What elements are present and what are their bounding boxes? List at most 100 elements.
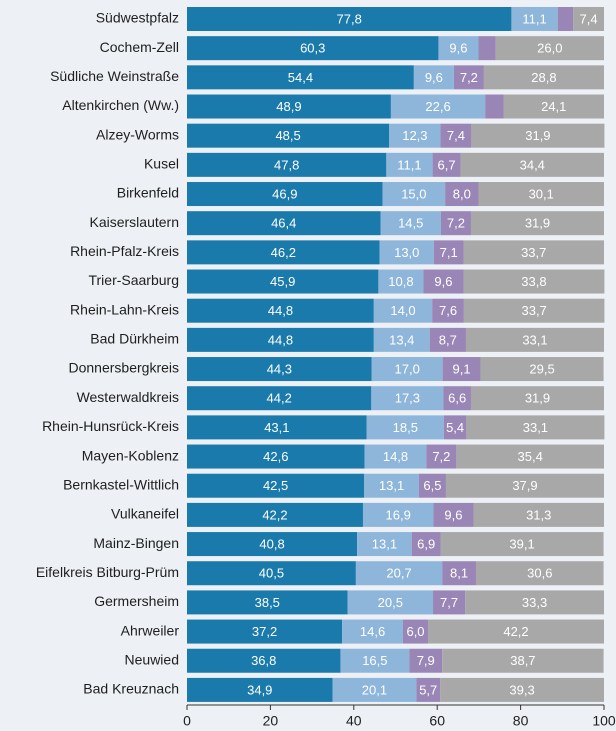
bar-segment (187, 648, 341, 673)
bar-segment (428, 619, 604, 644)
bar-segment (463, 269, 605, 294)
value-label: 20,5 (378, 595, 403, 610)
bar-segment (187, 386, 372, 411)
value-label: 37,9 (512, 478, 537, 493)
value-label: 48,9 (276, 99, 301, 114)
value-label: 42,2 (262, 507, 287, 522)
category-label: Alzey-Worms (96, 126, 179, 142)
bar-segment (442, 648, 604, 673)
category-label: Kusel (144, 156, 179, 172)
bar-segment (187, 677, 333, 702)
bar-segment (475, 561, 604, 586)
category-label: Kaiserslautern (90, 214, 180, 230)
bar-segment (187, 590, 348, 615)
value-label: 77,8 (337, 11, 362, 26)
category-label: Ahrweiler (121, 622, 180, 638)
bar-segment (187, 240, 380, 265)
bar-segment (380, 211, 441, 236)
bar-segment (440, 123, 472, 148)
category-label: Germersheim (94, 593, 179, 609)
bar-segment (470, 211, 604, 236)
value-label: 33,1 (523, 420, 548, 435)
category-label: Rhein-Lahn-Kreis (70, 301, 179, 317)
bar-segment (503, 94, 604, 119)
bar-segment (357, 532, 412, 557)
value-label: 20,1 (362, 682, 387, 697)
bar-segment (362, 502, 434, 527)
value-label: 18,5 (393, 420, 418, 435)
bar-segment (483, 65, 604, 90)
value-label: 44,8 (268, 303, 293, 318)
bar-segment (342, 619, 404, 644)
value-label: 7,2 (460, 70, 478, 85)
value-label: 46,9 (272, 186, 297, 201)
bar-segment (440, 532, 604, 557)
bar-segment (187, 36, 439, 61)
value-label: 45,9 (270, 274, 295, 289)
value-label: 42,2 (503, 624, 528, 639)
value-label: 9,6 (425, 70, 443, 85)
bar-segment (340, 648, 410, 673)
value-label: 7,2 (432, 449, 450, 464)
value-label: 29,5 (529, 361, 554, 376)
bar-segment (332, 677, 417, 702)
bar-segment (423, 269, 464, 294)
value-label: 38,7 (510, 653, 535, 668)
bar-segment (373, 298, 433, 323)
value-label: 33,7 (521, 303, 546, 318)
bar-segment (187, 94, 391, 119)
x-tick-label: 0 (183, 713, 191, 729)
bar-segment (432, 298, 464, 323)
bar-segment (373, 327, 430, 352)
value-label: 22,6 (425, 99, 450, 114)
bar-segment (413, 65, 454, 90)
value-label: 14,0 (390, 303, 415, 318)
value-label: 6,9 (417, 536, 435, 551)
bar-segment (440, 677, 604, 702)
value-label: 35,4 (518, 449, 543, 464)
value-label: 14,5 (398, 216, 423, 231)
bar-segment (416, 677, 441, 702)
value-label: 16,9 (386, 507, 411, 522)
value-label: 16,5 (362, 653, 387, 668)
bar-segment (433, 590, 466, 615)
bar-segment (438, 36, 479, 61)
value-label: 7,2 (447, 216, 465, 231)
bar-segment (573, 7, 604, 31)
value-label: 43,1 (264, 420, 289, 435)
bar-segment (187, 298, 374, 323)
value-label: 13,0 (394, 245, 419, 260)
value-label: 8,7 (439, 332, 457, 347)
bar-segment (409, 648, 443, 673)
bar-segment (478, 36, 496, 61)
bar-segment (187, 269, 379, 294)
bar-segment (187, 357, 372, 382)
bar-segment (432, 152, 461, 177)
bar-segment (382, 182, 446, 207)
category-label: Trier-Saarburg (88, 272, 179, 288)
value-label: 30,6 (527, 566, 552, 581)
value-label: 31,9 (525, 216, 550, 231)
value-label: 6,0 (406, 624, 424, 639)
value-label: 44,3 (267, 361, 292, 376)
value-label: 31,3 (526, 507, 551, 522)
bar-segment (386, 152, 433, 177)
value-label: 33,8 (521, 274, 546, 289)
bar-segment (511, 7, 558, 31)
bar-segment (426, 444, 457, 469)
value-label: 20,7 (386, 566, 411, 581)
value-label: 6,6 (448, 391, 466, 406)
value-label: 47,8 (274, 157, 299, 172)
value-label: 48,5 (275, 128, 300, 143)
value-label: 33,1 (522, 332, 547, 347)
category-label: Mayen-Koblenz (82, 447, 179, 463)
bar-segment (557, 7, 574, 31)
bar-segment (470, 386, 604, 411)
value-label: 30,1 (529, 186, 554, 201)
bar-segment (440, 211, 471, 236)
bar-segment (445, 473, 604, 498)
value-label: 28,8 (531, 70, 556, 85)
value-label: 9,6 (449, 41, 467, 56)
value-label: 7,4 (580, 11, 598, 26)
value-label: 33,7 (521, 245, 546, 260)
